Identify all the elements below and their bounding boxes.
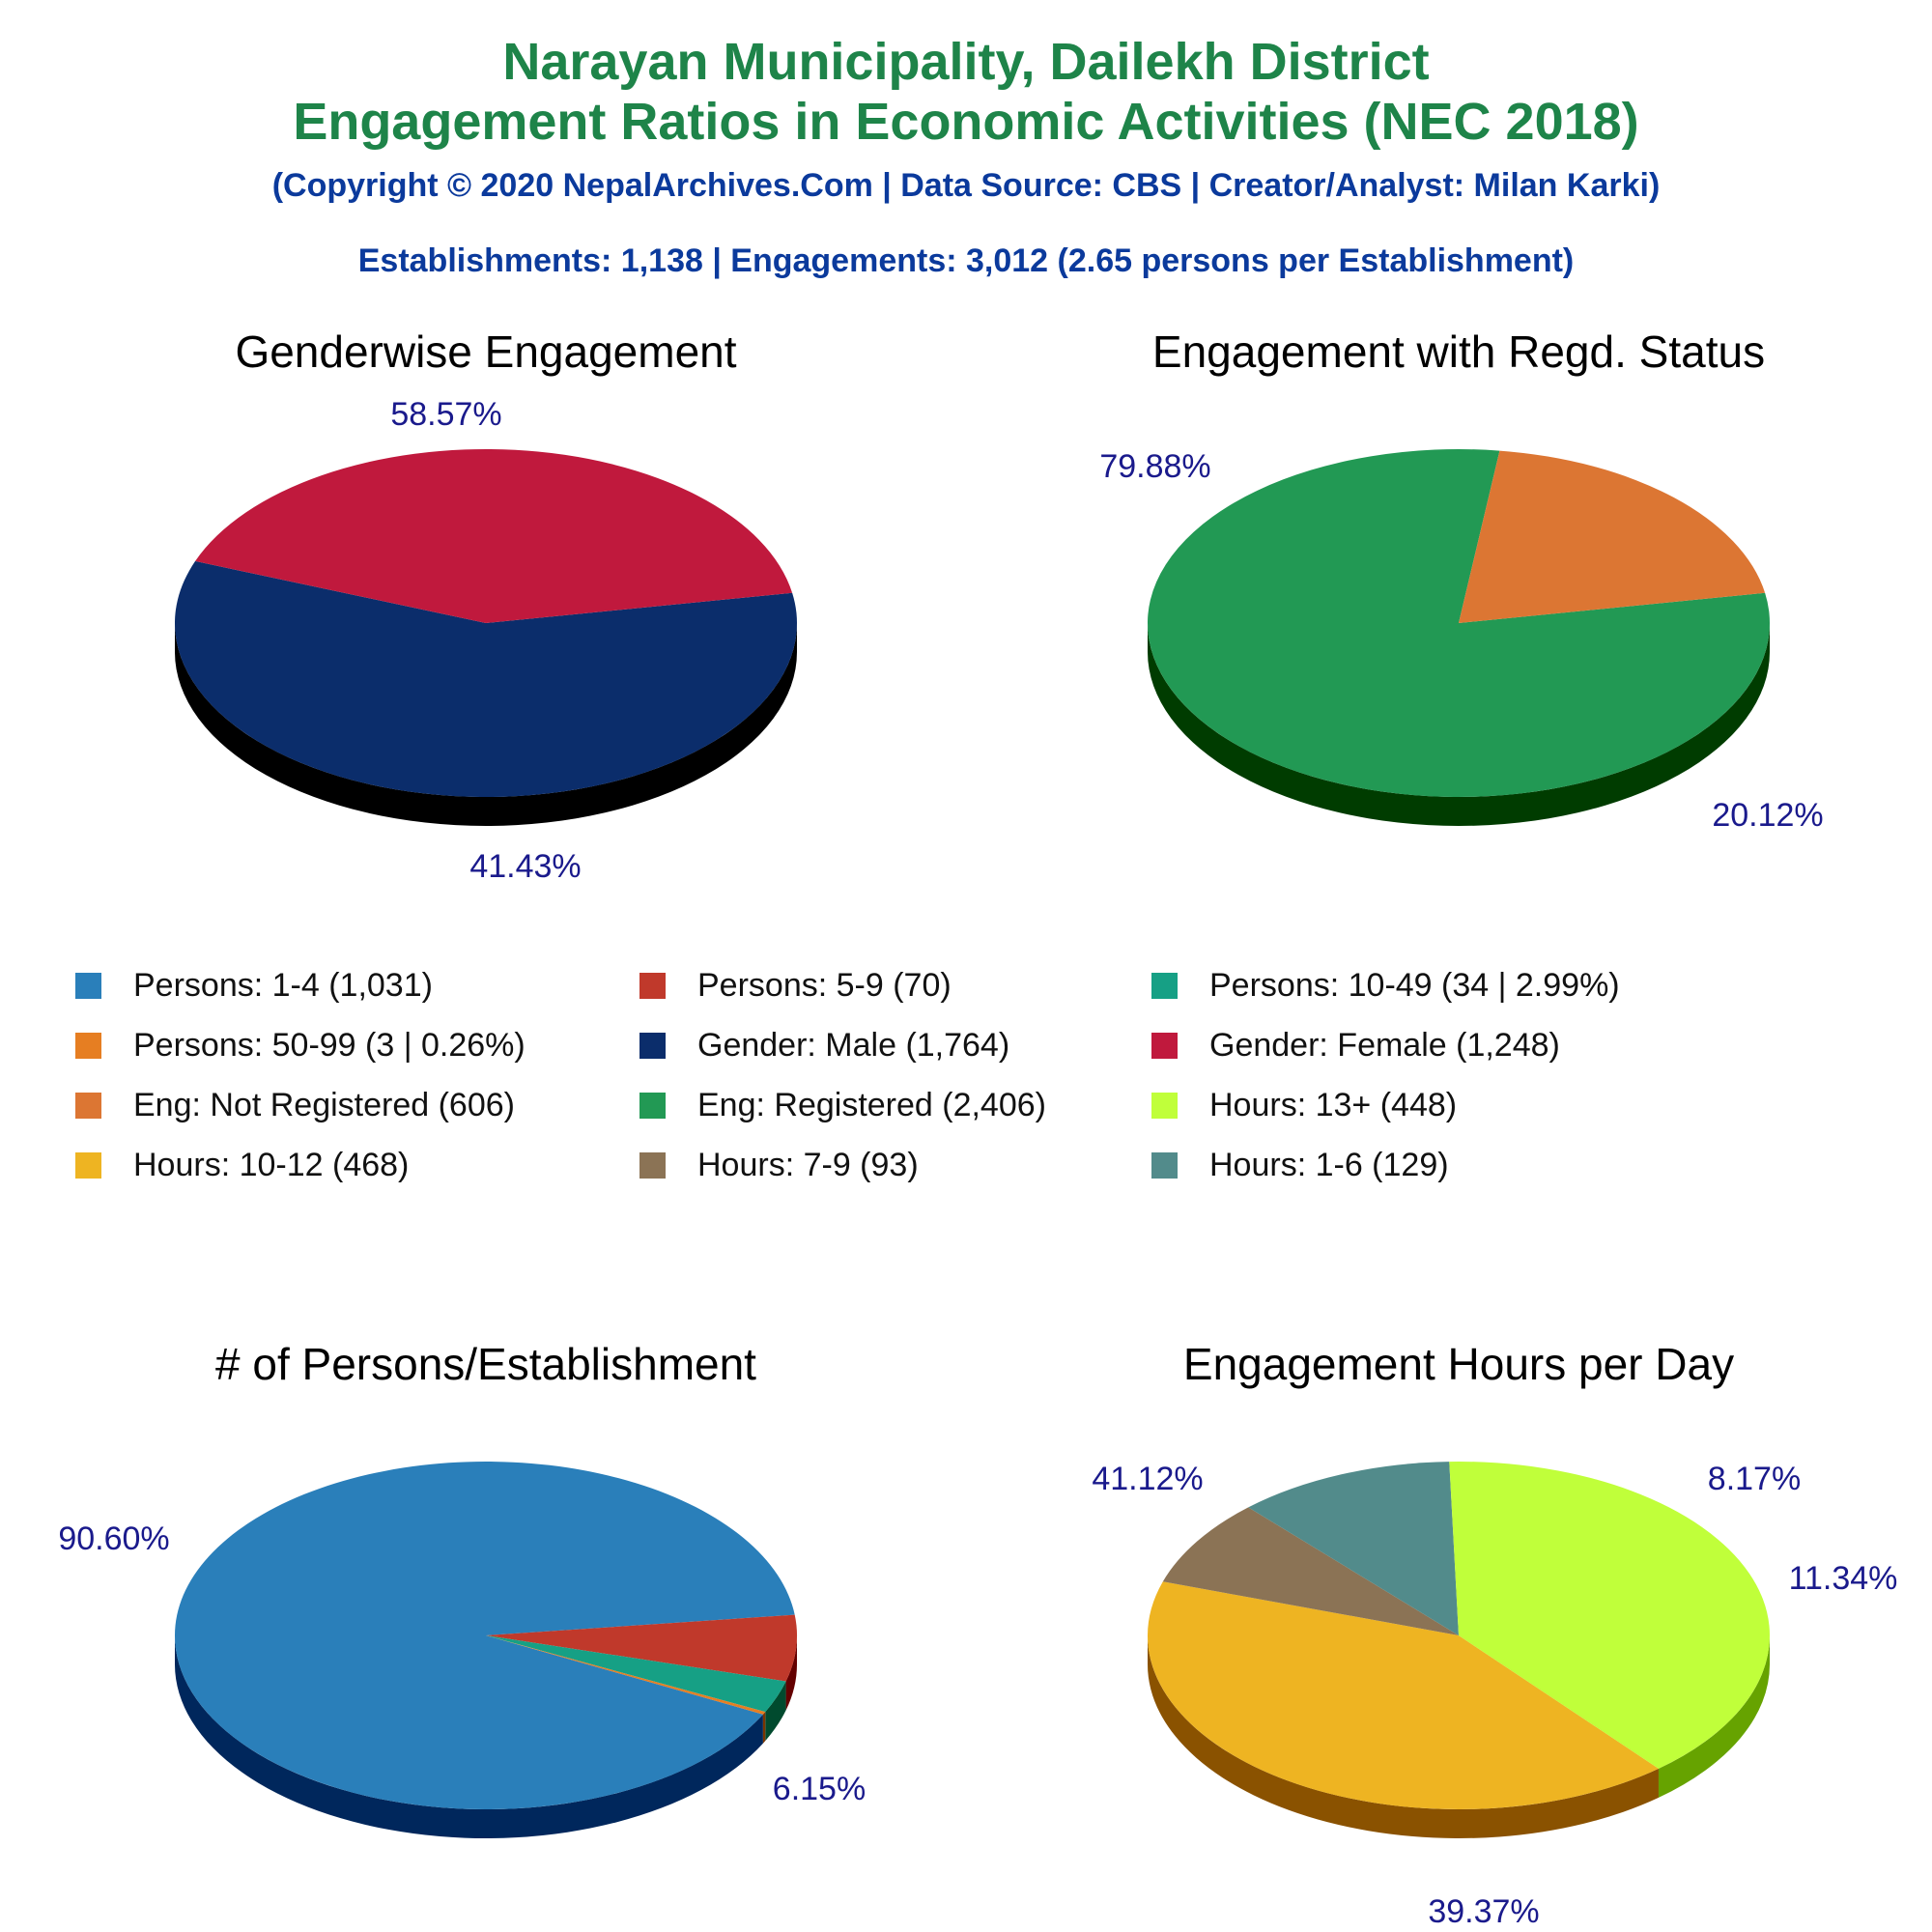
pie-slice-side <box>1148 623 1770 826</box>
pie-slice-label: 58.57% <box>390 396 501 433</box>
pie-slice-side <box>762 1712 766 1744</box>
pie-title: Genderwise Engagement <box>235 327 736 377</box>
pie-slice <box>1148 1581 1659 1809</box>
pie-chart: # of Persons/Establishment 90.60% 6.15% <box>58 1339 866 1838</box>
main-title-line2: Engagement Ratios in Economic Activities… <box>293 93 1639 151</box>
pie-title: # of Persons/Establishment <box>215 1339 756 1389</box>
pie-slice-label: 8.17% <box>1708 1461 1801 1497</box>
pie-slice <box>175 1461 795 1809</box>
main-title-line1: Narayan Municipality, Dailekh District <box>502 33 1430 91</box>
pie-slice-side <box>1658 1635 1770 1798</box>
pie-slice <box>1248 1462 1459 1635</box>
pie-chart: Engagement with Regd. Status 79.88% 20.12% <box>1099 327 1823 834</box>
pie-chart: Engagement Hours per Day 41.12% 8.17% 11.34… <box>1092 1339 1897 1930</box>
pie-slice <box>486 1635 766 1715</box>
pie-slice-label: 39.37% <box>1428 1893 1539 1930</box>
copyright-line: (Copyright © 2020 NepalArchives.Com | Da… <box>271 167 1661 204</box>
pie-title: Engagement with Regd. Status <box>1152 327 1765 377</box>
pie-slice-side <box>175 1635 763 1838</box>
pie-slice-side <box>175 623 797 826</box>
pie-slice <box>1449 1462 1771 1769</box>
pie-slice-side <box>785 1635 797 1711</box>
pie-slice-side <box>765 1681 786 1742</box>
pie-slice <box>195 449 793 623</box>
stats-line: Establishments: 1,138 | Engagements: 3,0… <box>357 242 1575 279</box>
pie-chart: Genderwise Engagement 58.57% 41.43% <box>175 327 797 885</box>
pie-slice-label: 41.12% <box>1092 1461 1203 1497</box>
pie-slice <box>1459 450 1766 623</box>
pie-slice-label: 6.15% <box>773 1771 866 1807</box>
pie-slice-label: 90.60% <box>58 1520 169 1557</box>
pie-slice <box>1148 448 1771 797</box>
pie-title: Engagement Hours per Day <box>1183 1339 1734 1389</box>
pie-slice <box>1162 1507 1459 1635</box>
pie-slice-label: 11.34% <box>1789 1560 1898 1597</box>
pie-slice <box>486 1614 798 1682</box>
pie-slice-label: 79.88% <box>1099 448 1210 485</box>
pie-slice-label: 20.12% <box>1712 797 1823 834</box>
pie-slice-side <box>1148 1635 1659 1838</box>
pie-slice <box>175 560 797 798</box>
pie-slice-label: 41.43% <box>469 848 581 885</box>
pie-slice <box>486 1635 786 1713</box>
